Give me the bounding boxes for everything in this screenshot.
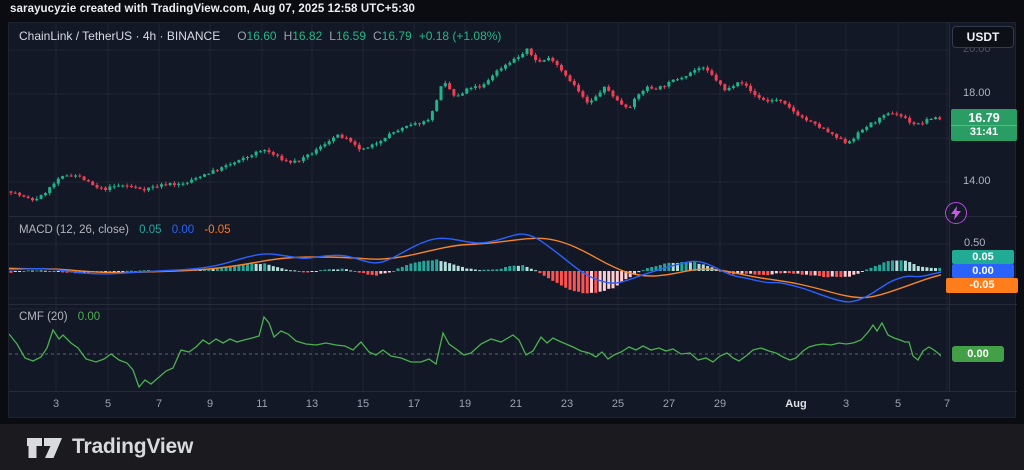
high-label: H: [283, 29, 293, 43]
macd-header: MACD (12, 26, close) 0.05 0.00 -0.05: [19, 224, 231, 236]
grid: [9, 23, 949, 391]
time-axis-tick: 23: [560, 398, 574, 410]
macd-line-value: 0.00: [171, 224, 195, 236]
ohlc-readout: O16.60 H16.82 L16.59 C16.79: [230, 29, 412, 43]
chart-canvas[interactable]: [9, 23, 1017, 419]
time-axis-tick: 27: [662, 398, 676, 410]
macd-line-badge: 0.00: [952, 264, 1014, 278]
last-price: 16.79: [968, 111, 1000, 125]
cmf-title[interactable]: CMF (20): [19, 311, 68, 323]
lightning-button[interactable]: [945, 202, 967, 224]
macd-lines: [9, 233, 941, 303]
high-value: 16.82: [292, 29, 323, 43]
tradingview-logo-bar: TradingView: [0, 424, 1024, 470]
time-axis-tick: 29: [713, 398, 727, 410]
bar-countdown: 31:41: [951, 125, 1017, 141]
macd-signal-line: [9, 237, 941, 299]
currency-toggle-button[interactable]: USDT: [952, 26, 1014, 48]
price-axis[interactable]: USDT 16.79 31:41 0.50 0.05 0.00 -0.05 0.…: [946, 23, 1018, 391]
low-value: 16.59: [335, 29, 366, 43]
macd-title[interactable]: MACD (12, 26, close): [19, 224, 129, 236]
cmf-line: [9, 315, 941, 389]
time-axis-tick: 3: [842, 398, 850, 410]
macd-axis-tick: 0.50: [964, 237, 986, 249]
low-label: L: [329, 29, 336, 43]
tradingview-logo[interactable]: TradingView: [26, 434, 193, 460]
candlestick-series: [9, 47, 941, 202]
macd-signal-badge: -0.05: [946, 278, 1018, 293]
tradingview-logo-text: TradingView: [72, 435, 194, 458]
time-axis-tick: 17: [407, 398, 421, 410]
chart-frame: ChainLink / TetherUS · 4h · BINANCE O16.6…: [8, 22, 1018, 419]
open-value: 16.60: [246, 29, 277, 43]
cmf-value: 0.00: [77, 311, 101, 323]
symbol-header: ChainLink / TetherUS · 4h · BINANCE O16.6…: [19, 29, 501, 43]
open-label: O: [237, 29, 247, 43]
cmf-plot: [9, 315, 941, 389]
cmf-header: CMF (20) 0.00: [19, 311, 100, 323]
close-value: 16.79: [381, 29, 412, 43]
macd-histogram-badge: 0.05: [952, 250, 1014, 264]
macd-main-line: [9, 233, 941, 303]
macd-signal-value: -0.05: [204, 224, 231, 236]
close-label: C: [373, 29, 382, 43]
attribution-text: sarayucyzie created with TradingView.com…: [10, 3, 415, 15]
price-axis-tick: 18.00: [963, 87, 991, 99]
cmf-badge: 0.00: [952, 346, 1004, 362]
time-axis-tick: 19: [458, 398, 472, 410]
time-axis-tick: Aug: [785, 398, 807, 410]
time-axis-tick: 7: [943, 398, 951, 410]
time-axis-tick: 13: [305, 398, 319, 410]
change-readout: +0.18 (+1.08%): [418, 29, 502, 43]
time-axis-tick: 11: [256, 398, 268, 410]
time-axis-tick: 15: [356, 398, 370, 410]
time-axis-tick: 7: [155, 398, 163, 410]
time-axis-tick: 21: [509, 398, 523, 410]
time-axis[interactable]: 3 5 7 9 11 13 15 17 19 21 23 25 27 29 Aug 3 5 7: [9, 391, 1017, 419]
symbol-title[interactable]: ChainLink / TetherUS · 4h · BINANCE: [19, 29, 221, 43]
macd-histogram-value: 0.05: [139, 224, 162, 236]
time-axis-tick: 5: [104, 398, 112, 410]
time-axis-tick: 9: [206, 398, 214, 410]
tradingview-logo-icon: [27, 438, 62, 458]
time-axis-tick: 25: [611, 398, 625, 410]
last-price-badge: 16.79 31:41: [951, 109, 1017, 141]
lightning-icon: [951, 206, 961, 220]
macd-histogram: [9, 259, 941, 294]
time-axis-tick: 3: [52, 398, 60, 410]
price-axis-tick: 14.00: [963, 175, 991, 187]
time-axis-tick: 5: [894, 398, 902, 410]
